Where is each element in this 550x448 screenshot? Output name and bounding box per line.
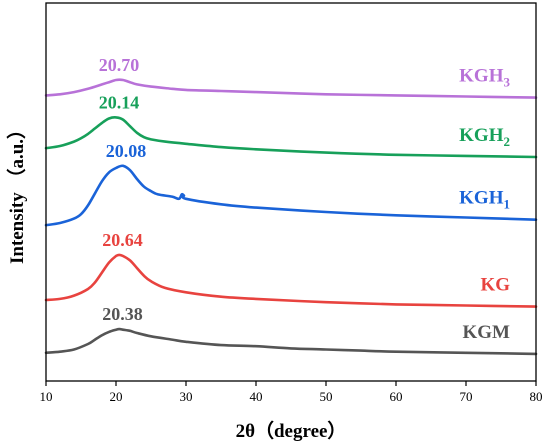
series-label-kgh3: KGH3 — [459, 66, 510, 90]
tick-layer: 10 20 30 40 50 60 70 80 — [40, 381, 543, 404]
x-axis-title: 2θ（degree） — [236, 419, 347, 442]
peak-value-label: 20.14 — [99, 92, 140, 112]
peak-value-label: 20.08 — [106, 141, 147, 161]
peak-value-label: 20.70 — [99, 55, 140, 75]
series-layer: 20.38 KGM 20.64 KG 20.08 KGH1 20.14 KGH2 20.70 KG… — [44, 55, 538, 356]
x-tick-label: 30 — [180, 389, 193, 404]
peak-value-label: 20.38 — [102, 304, 143, 324]
series-line-kgh1 — [44, 164, 538, 227]
x-tick-label: 50 — [320, 389, 333, 404]
x-tick-label: 10 — [40, 389, 53, 404]
peak-value-label: 20.64 — [102, 230, 143, 250]
series-line-kg — [44, 253, 538, 308]
x-tick-label: 60 — [390, 389, 403, 404]
y-axis-title: Intensity （a.u.） — [5, 120, 28, 264]
series-line-kgh2 — [44, 116, 538, 159]
x-tick-label: 70 — [460, 389, 473, 404]
series-line-kgh3 — [44, 78, 538, 99]
series-label-kgh2: KGH2 — [459, 125, 510, 149]
x-tick-label: 80 — [530, 389, 543, 404]
series-label-kg: KG — [480, 275, 510, 296]
series-label-kgh1: KGH1 — [459, 188, 510, 212]
series-label-kgm: KGM — [463, 322, 511, 343]
x-tick-label: 20 — [110, 389, 123, 404]
plot-frame — [45, 2, 537, 382]
series-line-kgm — [44, 327, 538, 356]
x-tick-label: 40 — [250, 389, 263, 404]
